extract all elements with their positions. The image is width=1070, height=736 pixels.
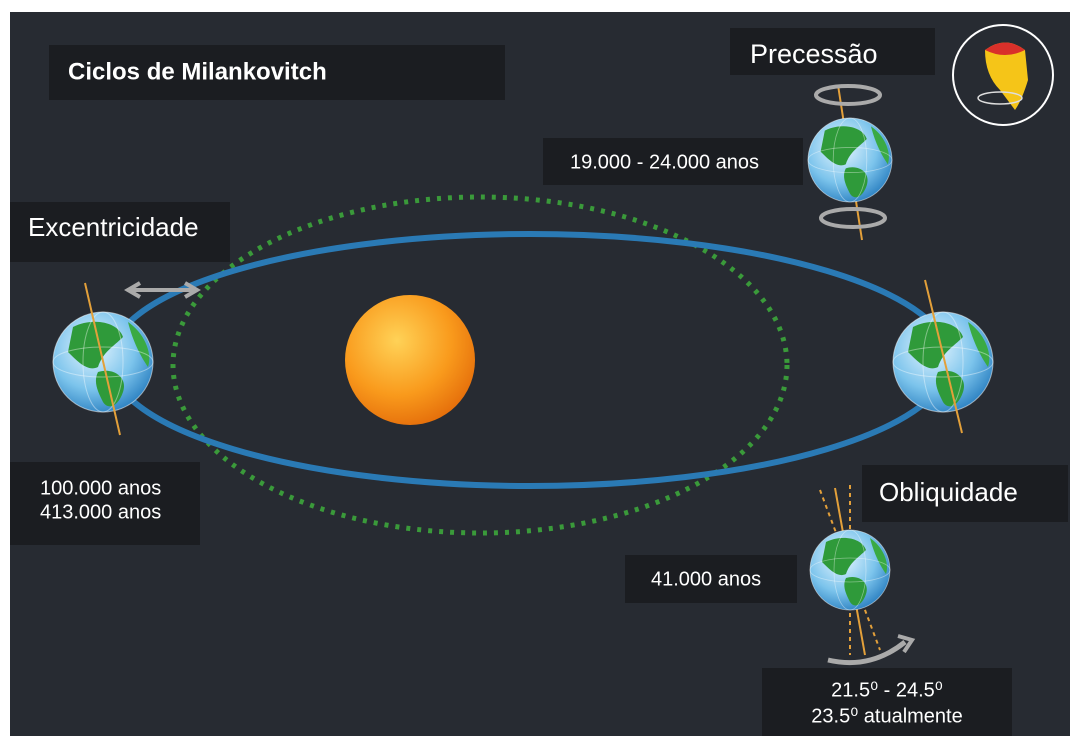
earth-obliquity — [809, 485, 916, 666]
obliquity-label: Obliquidade — [879, 477, 1018, 507]
label-box — [625, 555, 797, 603]
obliquity-range: 21.5⁰ - 24.5⁰ — [831, 679, 943, 701]
earth-left — [52, 282, 154, 436]
spinning-top-icon — [952, 24, 1054, 126]
earth-precession — [807, 84, 893, 241]
label-box — [730, 28, 935, 75]
precession-label: Precessão — [750, 39, 878, 69]
background — [10, 12, 1070, 736]
orbit-dotted — [170, 194, 790, 536]
label-box — [10, 462, 200, 545]
label-box — [762, 668, 1012, 736]
sun — [345, 295, 475, 425]
earth-right — [892, 279, 994, 434]
label-box — [543, 138, 803, 185]
title-box — [49, 45, 505, 100]
obliquity-current: 23.5⁰ atualmente — [811, 705, 962, 727]
precession-period: 19.000 - 24.000 anos — [570, 151, 759, 173]
obliquity-period: 41.000 anos — [651, 568, 761, 590]
eccentricity-label: Excentricidade — [28, 212, 199, 242]
eccentricity-period: 413.000 anos — [40, 501, 161, 523]
label-box — [862, 465, 1068, 522]
arrow — [124, 281, 201, 299]
title: Ciclos de Milankovitch — [68, 58, 327, 85]
label-box — [10, 202, 230, 262]
eccentricity-period: 100.000 anos — [40, 477, 161, 499]
